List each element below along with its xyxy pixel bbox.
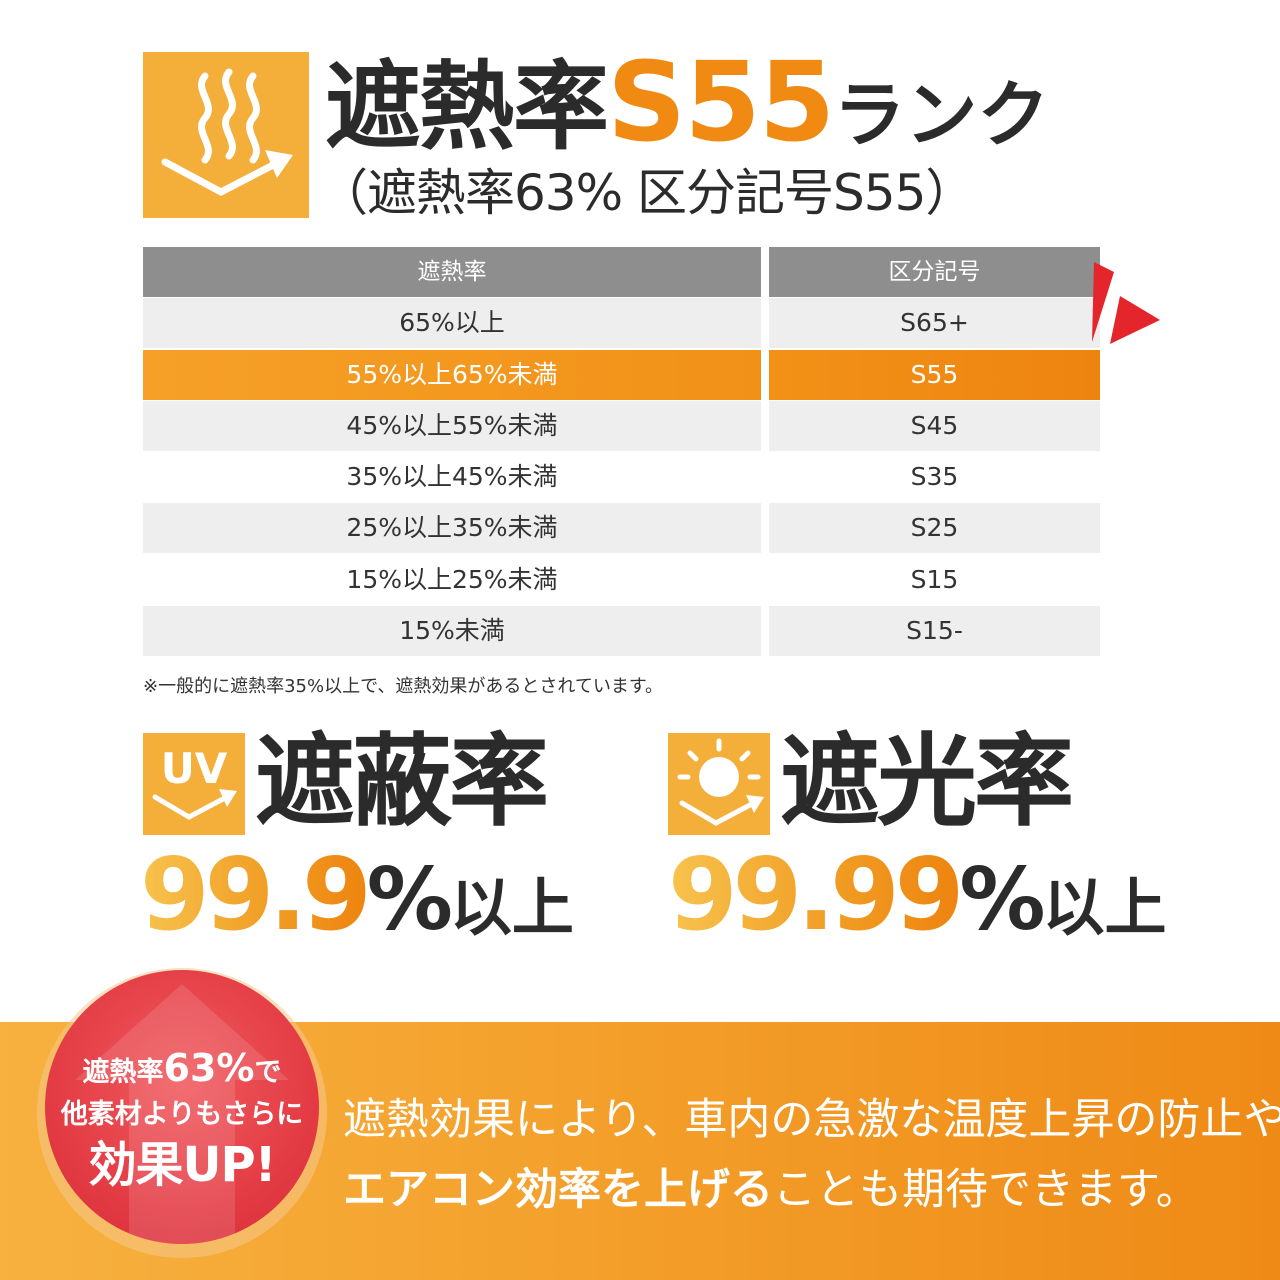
title-main: 遮熱率: [325, 51, 609, 163]
table-cell-code: S65+: [769, 298, 1100, 349]
light-title: 遮光率: [780, 723, 1074, 840]
badge-line3: 効果UP!: [88, 1137, 276, 1193]
table-cell-range: 55%以上65%未満: [143, 349, 761, 400]
badge-text: 遮熱率63%で 他素材よりもさらに 効果UP!: [45, 1045, 319, 1196]
badge-line1-value: 63%: [163, 1046, 255, 1090]
table-cell-code: S25: [769, 503, 1100, 554]
table-row: 25%以上35%未満 S25: [143, 503, 1100, 554]
up-arrow-icon: [75, 984, 289, 1244]
uv-icon-text: UV: [161, 744, 228, 793]
badge: [45, 970, 319, 1244]
table-footnote: ※一般的に遮熱率35%以上で、遮熱効果があるとされています。: [143, 676, 664, 697]
table-cell-code: S45: [769, 400, 1100, 451]
table-row: 15%以上25%未満 S15: [143, 554, 1100, 606]
uv-value-suffix: 以上: [449, 871, 574, 944]
uv-value: 99.9%以上: [140, 835, 574, 955]
light-value-suffix: 以上: [1042, 871, 1167, 944]
light-value-number: 99.99: [668, 836, 964, 953]
description-line2: エアコン効率を上げることも期待できます。: [343, 1155, 1199, 1217]
description-line2-rest: ことも期待できます。: [773, 1165, 1199, 1215]
table-row-highlighted: 55%以上65%未満 S55: [143, 349, 1100, 401]
table-cell-range: 15%未満: [143, 606, 761, 657]
table-cell-code: S55: [769, 349, 1100, 400]
table-cell-range: 25%以上35%未満: [143, 503, 761, 554]
table-header-code: 区分記号: [769, 247, 1100, 297]
table-cell-range: 15%以上25%未満: [143, 554, 761, 605]
description-emphasis: エアコン効率を上げる: [343, 1165, 773, 1215]
table-cell-code: S15: [769, 554, 1100, 605]
light-value: 99.99%以上: [668, 835, 1167, 955]
heat-waves-icon: [143, 52, 309, 218]
uv-title: 遮蔽率: [255, 723, 549, 840]
badge-line1-prefix: 遮熱率: [82, 1057, 164, 1088]
badge-line2: 他素材よりもさらに: [60, 1099, 304, 1130]
table-row: 15%未満 S15-: [143, 606, 1100, 657]
table-cell-range: 35%以上45%未満: [143, 452, 761, 503]
pointer-arrow-icon: [1092, 262, 1160, 344]
page-subtitle: （遮熱率63% 区分記号S55）: [318, 164, 975, 222]
uv-value-number: 99.9: [140, 836, 372, 953]
table-header-range: 遮熱率: [143, 247, 761, 297]
table-cell-range: 45%以上55%未満: [143, 400, 761, 451]
table-cell-code: S15-: [769, 606, 1100, 657]
table-cell-range: 65%以上: [143, 298, 761, 349]
table-row: 65%以上 S65+: [143, 298, 1100, 349]
table-header-row: 遮熱率 区分記号: [143, 247, 1100, 298]
sun-icon: [668, 733, 770, 835]
description-line1: 遮熱効果により、車内の急激な温度上昇の防止や: [343, 1095, 1280, 1145]
uv-icon: UV: [143, 733, 245, 835]
badge-line1: 遮熱率63%で: [45, 1045, 319, 1096]
uv-value-percent: %: [366, 850, 453, 950]
table-row: 35%以上45%未満 S35: [143, 452, 1100, 503]
rating-table: 遮熱率 区分記号 65%以上 S65+ 55%以上65%未満 S55 45%以上…: [143, 247, 1100, 657]
badge-line1-suffix: で: [254, 1057, 282, 1088]
title-suffix: ランク: [833, 73, 1050, 157]
title-code: S55: [607, 38, 835, 166]
light-value-percent: %: [959, 850, 1045, 950]
page-title: 遮熱率S55ランク: [325, 42, 1050, 163]
table-cell-code: S35: [769, 452, 1100, 503]
table-row: 45%以上55%未満 S45: [143, 400, 1100, 452]
